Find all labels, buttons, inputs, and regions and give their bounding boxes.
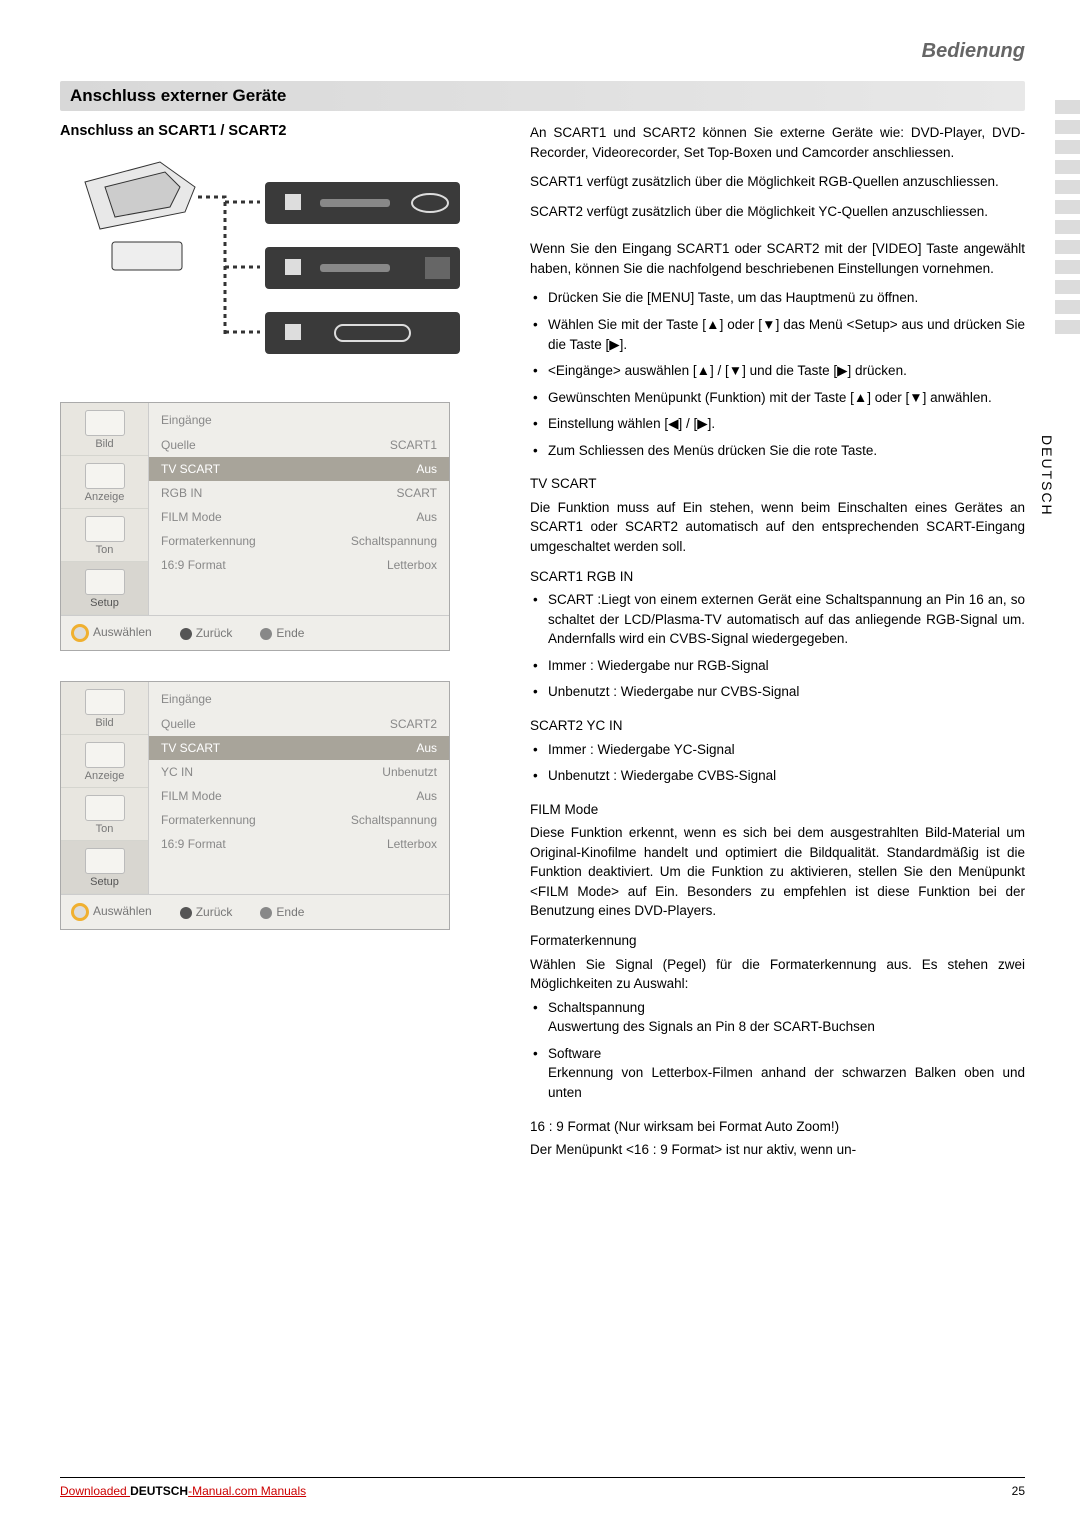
list-item: Gewünschten Menüpunkt (Funktion) mit der… — [530, 388, 1025, 408]
para: Der Menüpunkt <16 : 9 Format> ist nur ak… — [530, 1140, 1025, 1160]
list-item: Immer : Wiedergabe YC-Signal — [530, 740, 1025, 760]
menu-sidebar: Bild Anzeige Ton Setup — [61, 403, 149, 615]
yc-list: Immer : Wiedergabe YC-Signal Unbenutzt : … — [530, 740, 1025, 786]
subtitle-rgb: SCART1 RGB IN — [530, 567, 1025, 587]
steps-list: Drücken Sie die [MENU] Taste, um das Hau… — [530, 288, 1025, 460]
subtitle-tvscart: TV SCART — [530, 474, 1025, 494]
osd-menu-scart2: Bild Anzeige Ton Setup Eingänge QuelleSC… — [60, 681, 450, 930]
subtitle-film: FILM Mode — [530, 800, 1025, 820]
sidebar-item-anzeige: Anzeige — [61, 735, 148, 788]
menu-row: YC INUnbenutzt — [161, 760, 437, 784]
list-item: <Eingänge> auswählen [▲] / [▼] und die T… — [530, 361, 1025, 381]
list-item: Immer : Wiedergabe nur RGB-Signal — [530, 656, 1025, 676]
end-dot-icon — [260, 907, 272, 919]
list-item: Wählen Sie mit der Taste [▲] oder [▼] da… — [530, 315, 1025, 354]
list-item: Schaltspannung Auswertung des Signals an… — [530, 998, 1025, 1037]
sidebar-item-bild: Bild — [61, 682, 148, 735]
back-dot-icon — [180, 628, 192, 640]
page-footer: Downloaded DEUTSCH-Manual.com Manuals 25 — [60, 1477, 1025, 1498]
menu-row: FILM ModeAus — [161, 784, 437, 808]
connection-diagram — [70, 157, 470, 357]
menu-title: Eingänge — [161, 688, 437, 712]
para: Diese Funktion erkennt, wenn es sich bei… — [530, 823, 1025, 921]
menu-row: TV SCARTAus — [149, 736, 449, 760]
subheading: Anschluss an SCART1 / SCART2 — [60, 123, 500, 139]
sidebar-item-ton: Ton — [61, 788, 148, 841]
para: An SCART1 und SCART2 können Sie externe … — [530, 123, 1025, 162]
list-item: Unbenutzt : Wiedergabe CVBS-Signal — [530, 766, 1025, 786]
menu-row: TV SCARTAus — [149, 457, 449, 481]
menu-footer: Auswählen Zurück Ende — [61, 894, 449, 929]
footer-link[interactable]: -Manual.com Manuals — [188, 1484, 306, 1498]
rgb-list: SCART :Liegt von einem externen Gerät ei… — [530, 590, 1025, 702]
para: Die Funktion muss auf Ein stehen, wenn b… — [530, 498, 1025, 557]
side-language-label: DEUTSCH — [1039, 435, 1055, 517]
nav-icon — [71, 903, 89, 921]
menu-title: Eingänge — [161, 409, 437, 433]
menu-row: 16:9 FormatLetterbox — [161, 553, 437, 577]
para: Wählen Sie Signal (Pegel) für die Format… — [530, 955, 1025, 994]
list-item: Einstellung wählen [◀] / [▶]. — [530, 414, 1025, 434]
menu-row: FormaterkennungSchaltspannung — [161, 808, 437, 832]
para: Wenn Sie den Eingang SCART1 oder SCART2 … — [530, 239, 1025, 278]
menu-row: RGB INSCART — [161, 481, 437, 505]
para: SCART1 verfügt zusätzlich über die Mögli… — [530, 172, 1025, 192]
page-number: 25 — [1012, 1484, 1025, 1498]
menu-row: QuelleSCART2 — [161, 712, 437, 736]
subtitle-169: 16 : 9 Format (Nur wirksam bei Format Au… — [530, 1117, 1025, 1137]
osd-menu-scart1: Bild Anzeige Ton Setup Eingänge QuelleSC… — [60, 402, 450, 651]
sidebar-item-bild: Bild — [61, 403, 148, 456]
sidebar-item-setup: Setup — [61, 841, 148, 894]
sidebar-item-setup: Setup — [61, 562, 148, 615]
list-item: SCART :Liegt von einem externen Gerät ei… — [530, 590, 1025, 649]
sidebar-item-anzeige: Anzeige — [61, 456, 148, 509]
nav-icon — [71, 624, 89, 642]
menu-footer: Auswählen Zurück Ende — [61, 615, 449, 650]
list-item: Unbenutzt : Wiedergabe nur CVBS-Signal — [530, 682, 1025, 702]
subtitle-format: Formaterkennung — [530, 931, 1025, 951]
menu-row: FormaterkennungSchaltspannung — [161, 529, 437, 553]
menu-row: FILM ModeAus — [161, 505, 437, 529]
list-item: Drücken Sie die [MENU] Taste, um das Hau… — [530, 288, 1025, 308]
section-title: Anschluss externer Geräte — [60, 81, 1025, 111]
para: SCART2 verfügt zusätzlich über die Mögli… — [530, 202, 1025, 222]
subtitle-yc: SCART2 YC IN — [530, 716, 1025, 736]
page-header-title: Bedienung — [60, 40, 1025, 63]
sidebar-item-ton: Ton — [61, 509, 148, 562]
footer-link[interactable]: Downloaded — [60, 1484, 130, 1498]
menu-sidebar: Bild Anzeige Ton Setup — [61, 682, 149, 894]
menu-row: QuelleSCART1 — [161, 433, 437, 457]
end-dot-icon — [260, 628, 272, 640]
back-dot-icon — [180, 907, 192, 919]
format-list: Schaltspannung Auswertung des Signals an… — [530, 998, 1025, 1103]
list-item: Zum Schliessen des Menüs drücken Sie die… — [530, 441, 1025, 461]
body-text: An SCART1 und SCART2 können Sie externe … — [530, 123, 1025, 1170]
list-item: Software Erkennung von Letterbox-Filmen … — [530, 1044, 1025, 1103]
menu-row: 16:9 FormatLetterbox — [161, 832, 437, 856]
side-stripes — [1055, 100, 1080, 340]
